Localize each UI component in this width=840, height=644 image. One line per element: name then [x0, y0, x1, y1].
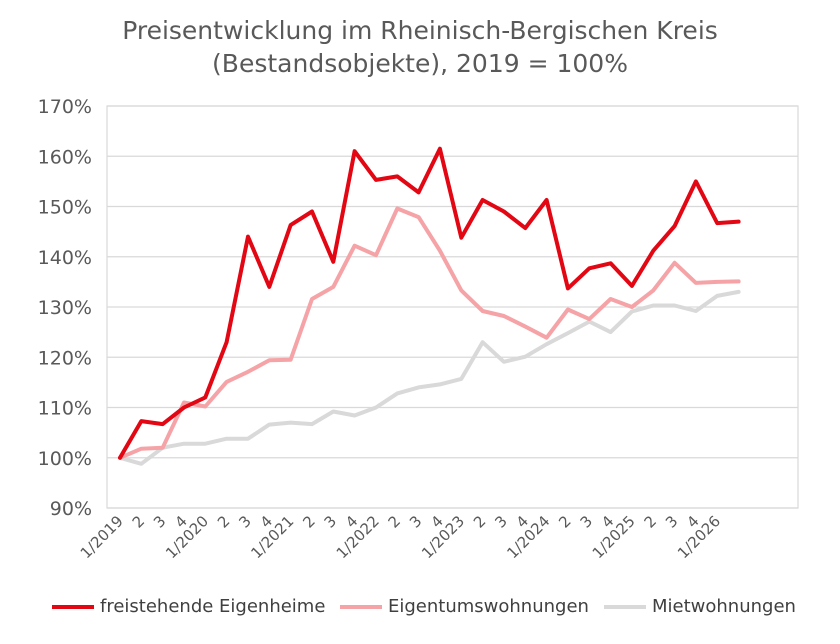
y-tick-label-160: 160% — [38, 146, 92, 168]
x-tick-label-6: 3 — [235, 512, 254, 531]
legend-swatch-miet — [604, 604, 646, 609]
y-tick-label-170: 170% — [38, 96, 92, 118]
x-tick-label-21: 2 — [555, 512, 574, 531]
series-line-2 — [118, 289, 741, 466]
x-tick-label-17: 2 — [470, 512, 489, 531]
x-tick-label-10: 3 — [321, 512, 340, 531]
legend-label-miet: Mietwohnungen — [652, 596, 796, 617]
x-tick-label-28: 1/2026 — [674, 512, 724, 562]
x-tick-label-22: 3 — [577, 512, 596, 531]
y-tick-label-140: 140% — [38, 247, 92, 269]
legend-swatch-freistehende — [52, 604, 94, 609]
x-tick-label-13: 2 — [385, 512, 404, 531]
y-tick-label-130: 130% — [38, 297, 92, 319]
x-tick-label-8: 1/2021 — [247, 512, 297, 562]
x-tick-label-18: 3 — [491, 512, 510, 531]
x-tick-label-12: 1/2022 — [333, 512, 383, 562]
x-tick-label-14: 3 — [406, 512, 425, 531]
x-tick-label-4: 1/2020 — [162, 512, 212, 562]
x-tick-label-26: 3 — [662, 512, 681, 531]
x-tick-label-2: 3 — [150, 512, 169, 531]
x-tick-label-9: 2 — [299, 512, 318, 531]
x-tick-label-1: 2 — [129, 512, 148, 531]
legend-item-eigentum: Eigentumswohnungen — [340, 596, 589, 617]
x-tick-label-16: 1/2023 — [418, 512, 468, 562]
y-tick-label-150: 150% — [38, 197, 92, 219]
plot-area-border — [106, 105, 799, 509]
legend-item-miet: Mietwohnungen — [604, 596, 796, 617]
y-tick-label-90: 90% — [50, 498, 92, 520]
series-line-0 — [118, 146, 741, 460]
legend-label-freistehende: freistehende Eigenheime — [100, 596, 326, 617]
chart-title-line-2: (Bestandsobjekte), 2019 = 100% — [212, 49, 628, 78]
x-tick-label-5: 2 — [214, 512, 233, 531]
y-tick-label-100: 100% — [38, 448, 92, 470]
chart-title: Preisentwicklung im Rheinisch-Bergischen… — [0, 14, 840, 80]
legend-swatch-eigentum — [340, 604, 382, 609]
x-tick-label-20: 1/2024 — [503, 512, 553, 562]
legend: freistehende Eigenheime Eigentumswohnung… — [0, 596, 840, 626]
chart-title-line-1: Preisentwicklung im Rheinisch-Bergischen… — [122, 16, 718, 45]
y-axis-tick-labels: 90% 100% 110% 120% 130% 140% 150% 160% 170% — [38, 96, 92, 520]
gridlines — [106, 105, 799, 509]
y-tick-label-120: 120% — [38, 347, 92, 369]
series-lines — [118, 146, 741, 466]
legend-label-eigentum: Eigentumswohnungen — [388, 596, 589, 617]
line-chart: 90% 100% 110% 120% 130% 140% 150% 160% 170% 1/20… — [38, 96, 799, 562]
x-tick-label-25: 2 — [641, 512, 660, 531]
y-tick-label-110: 110% — [38, 398, 92, 420]
x-axis-tick-labels: 1/2019 2 3 41/2020 2 3 41/2021 2 3 41/2022 2 3 41/20… — [77, 512, 724, 562]
series-line-1 — [118, 206, 741, 460]
x-tick-label-24: 1/2025 — [589, 512, 639, 562]
legend-item-freistehende: freistehende Eigenheime — [52, 596, 325, 617]
